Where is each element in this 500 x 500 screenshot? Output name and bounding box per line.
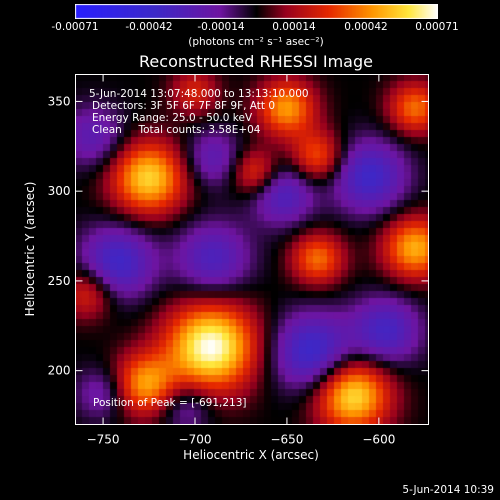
y-axis-label: Heliocentric Y (arcsec) [23, 181, 37, 317]
x-tick-label: −750 [87, 433, 120, 447]
x-axis-label: Heliocentric X (arcsec) [183, 448, 319, 462]
annotation-detectors: Detectors: 3F 5F 6F 7F 8F 9F, Att 0 [92, 100, 276, 112]
annotation-energy-range: Energy Range: 25.0 - 50.0 keV [92, 112, 253, 124]
colorbar-tick-label: 0.00014 [272, 21, 316, 33]
annotation-method-counts: Clean Total counts: 3.58E+04 [92, 124, 261, 136]
y-tick-label: 250 [48, 274, 71, 288]
colorbar-tick-label: -0.00042 [125, 21, 173, 33]
colorbar [75, 4, 438, 19]
y-tick-label: 300 [48, 184, 71, 198]
chart-title: Reconstructed RHESSI Image [139, 52, 373, 71]
y-tick-label: 350 [48, 94, 71, 108]
colorbar-tick-label: 0.00042 [344, 21, 388, 33]
colorbar-tick-label: -0.00014 [197, 21, 245, 33]
annotation-peak-position: Position of Peak = [-691,213] [93, 397, 247, 409]
x-tick-label: −650 [270, 433, 303, 447]
x-tick-label: −600 [362, 433, 395, 447]
y-tick-label: 200 [48, 364, 71, 378]
plot-area: 5-Jun-2014 13:07:48.000 to 13:13:10.000 … [75, 74, 428, 424]
footer-date: 5-Jun-2014 10:39 [402, 484, 494, 496]
annotation-time-range: 5-Jun-2014 13:07:48.000 to 13:13:10.000 [89, 88, 309, 100]
colorbar-tick-label: -0.00071 [51, 21, 99, 33]
colorbar-units: (photons cm⁻² s⁻¹ asec⁻²) [188, 36, 324, 48]
colorbar-tick-label: 0.00071 [415, 21, 459, 33]
x-tick-label: −700 [179, 433, 212, 447]
